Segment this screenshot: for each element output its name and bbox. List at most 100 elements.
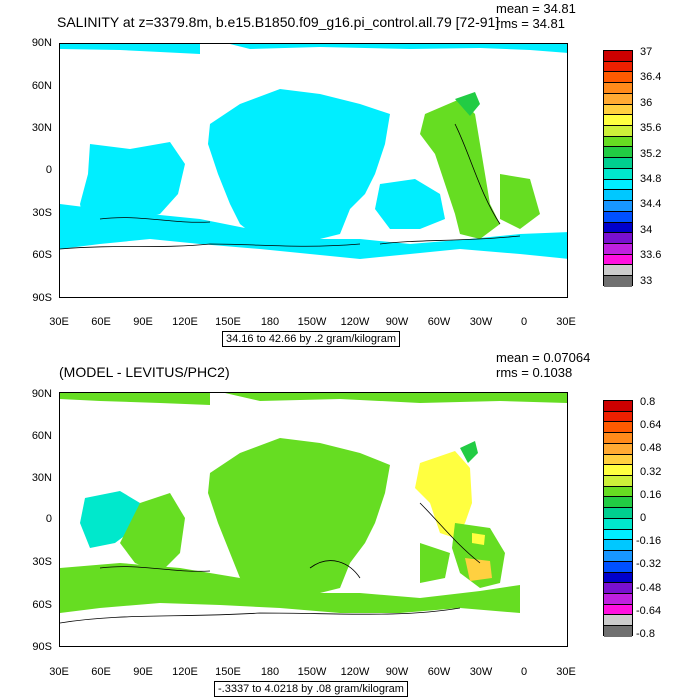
ylabel-0: 0 xyxy=(45,164,52,176)
difference-rms: rms = 0.1038 xyxy=(496,365,573,380)
salinity-range-label: 34.16 to 42.66 by .2 gram/kilogram xyxy=(222,331,400,347)
xlabel: 120W xyxy=(340,666,370,678)
ylabel-30n: 30N xyxy=(31,472,52,484)
colorbar-swatch xyxy=(604,115,632,127)
ylabel-90n: 90N xyxy=(31,37,52,49)
colorbar-label: 34 xyxy=(640,223,653,236)
difference-panel: (MODEL - LEVITUS/PHC2) mean = 0.07064 rm… xyxy=(0,350,700,700)
colorbar-swatch xyxy=(604,201,632,212)
xlabel: 60E xyxy=(91,666,111,678)
colorbar-swatch xyxy=(604,83,632,94)
colorbar-label: 33 xyxy=(640,274,653,287)
colorbar-swatch xyxy=(604,158,632,169)
xlabel: 30E xyxy=(556,666,576,678)
difference-title: (MODEL - LEVITUS/PHC2) xyxy=(59,364,230,380)
colorbar-label: 34.4 xyxy=(640,198,662,211)
colorbar-swatch xyxy=(604,51,632,62)
colorbar-label: -0.8 xyxy=(636,628,655,640)
colorbar-swatch xyxy=(604,72,632,84)
xlabel: 90W xyxy=(385,666,409,678)
xlabel: 30W xyxy=(469,316,493,328)
difference-colorbar xyxy=(603,400,633,637)
xlabel: 150W xyxy=(297,666,327,678)
colorbar-swatch xyxy=(604,626,632,637)
colorbar-swatch xyxy=(604,276,632,287)
colorbar-swatch xyxy=(604,529,632,541)
difference-map-field xyxy=(60,393,567,624)
colorbar-label: 36.4 xyxy=(640,71,662,84)
colorbar-swatch xyxy=(604,476,632,487)
colorbar-swatch xyxy=(604,190,632,202)
xlabel: 180 xyxy=(260,666,280,678)
colorbar-swatch xyxy=(604,561,632,573)
ylabel-60s: 60S xyxy=(32,249,52,261)
salinity-panel: SALINITY at z=3379.8m, b.e15.B1850.f09_g… xyxy=(31,1,662,347)
colorbar-swatch xyxy=(604,422,632,434)
colorbar-label: 36 xyxy=(640,96,653,109)
ylabel-90s: 90S xyxy=(32,641,52,653)
colorbar-swatch xyxy=(604,222,632,234)
colorbar-label: -0.32 xyxy=(636,558,662,571)
salinity-rms: rms = 34.81 xyxy=(496,16,566,31)
xlabel: 90W xyxy=(385,316,409,328)
colorbar-label: 0.64 xyxy=(640,419,662,432)
salinity-map-field xyxy=(60,44,567,259)
ylabel-30s: 30S xyxy=(32,207,52,219)
xlabel: 30E xyxy=(556,316,576,328)
colorbar-swatch xyxy=(604,104,632,116)
colorbar-swatch xyxy=(604,401,632,412)
colorbar-swatch xyxy=(604,168,632,180)
colorbar-swatch xyxy=(604,593,632,605)
xlabel: 120E xyxy=(172,316,198,328)
ylabel-90n: 90N xyxy=(31,388,52,400)
xlabel: 120W xyxy=(340,316,370,328)
colorbar-label: 35.6 xyxy=(640,122,662,135)
colorbar-label: -0.16 xyxy=(636,535,662,548)
colorbar-swatch xyxy=(604,136,632,148)
colorbar-swatch xyxy=(604,486,632,498)
xlabel: 30E xyxy=(49,316,69,328)
colorbar-label: 34.8 xyxy=(640,173,662,185)
colorbar-label: 0.48 xyxy=(640,442,662,455)
xlabel: 0 xyxy=(520,316,528,328)
xlabel: 0 xyxy=(520,666,528,678)
colorbar-swatch xyxy=(604,179,632,191)
difference-mean: mean = 0.07064 xyxy=(496,350,591,365)
colorbar-swatch xyxy=(604,93,632,105)
salinity-mean: mean = 34.81 xyxy=(496,1,576,16)
colorbar-swatch xyxy=(604,454,632,466)
colorbar-swatch xyxy=(604,61,632,73)
salinity-title: SALINITY at z=3379.8m, b.e15.B1850.f09_g… xyxy=(57,14,500,30)
xlabel: 60W xyxy=(427,666,451,678)
difference-map xyxy=(59,392,568,647)
colorbar-label: 0.16 xyxy=(640,488,662,501)
colorbar-swatch xyxy=(604,572,632,584)
colorbar-swatch xyxy=(604,211,632,223)
colorbar-swatch xyxy=(604,497,632,509)
salinity-colorbar xyxy=(603,50,633,287)
xlabel: 150E xyxy=(215,316,241,328)
colorbar-label: 0.8 xyxy=(640,396,656,408)
colorbar-swatch xyxy=(604,551,632,562)
colorbar-swatch xyxy=(604,265,632,277)
colorbar-swatch xyxy=(604,615,632,627)
colorbar-label: 37 xyxy=(640,46,653,58)
ylabel-30n: 30N xyxy=(31,122,52,134)
colorbar-swatch xyxy=(604,243,632,255)
ylabel-60s: 60S xyxy=(32,599,52,611)
ylabel-90s: 90S xyxy=(32,292,52,304)
xlabel: 60E xyxy=(91,316,111,328)
colorbar-label: 35.2 xyxy=(640,147,662,160)
colorbar-swatch xyxy=(604,443,632,455)
xlabel: 150W xyxy=(297,316,327,328)
colorbar-swatch xyxy=(604,518,632,530)
colorbar-label: -0.48 xyxy=(636,581,662,594)
colorbar-swatch xyxy=(604,126,632,137)
colorbar-label: 0.32 xyxy=(640,465,662,478)
salinity-map xyxy=(59,43,568,298)
difference-range-label: -.3337 to 4.0218 by .08 gram/kilogram xyxy=(214,681,408,697)
colorbar-swatch xyxy=(604,465,632,477)
colorbar-label: 0 xyxy=(640,512,647,524)
colorbar-swatch xyxy=(604,433,632,444)
xlabel: 150E xyxy=(215,666,241,678)
